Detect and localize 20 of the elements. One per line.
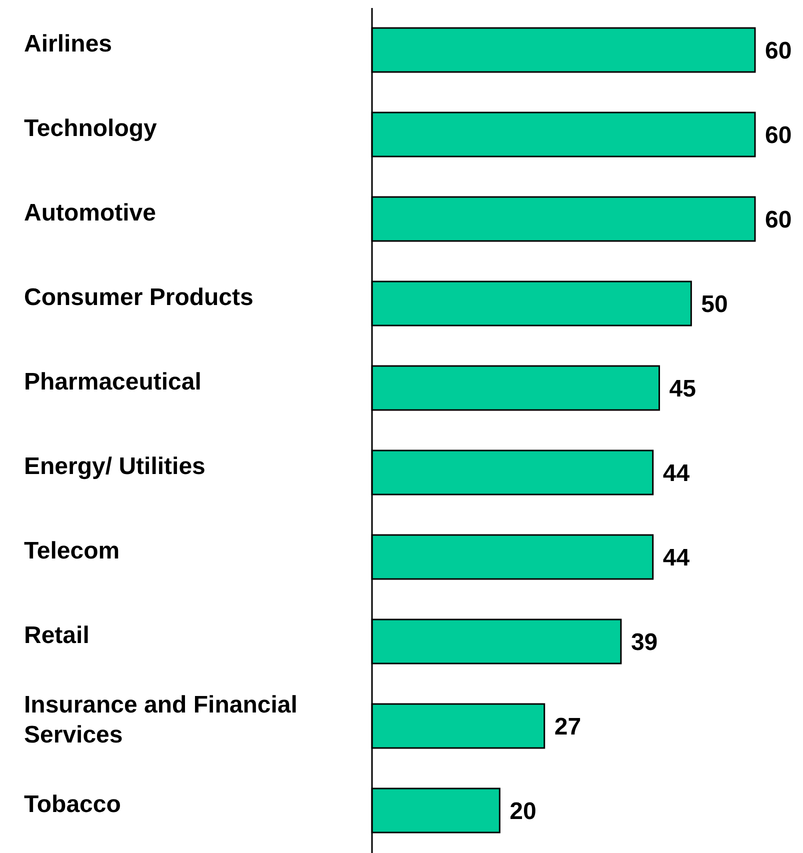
y-tick-label: Pharmaceutical (24, 368, 202, 396)
y-tick-label: Insurance and Financial Services (24, 692, 298, 749)
y-tick-label: Retail (24, 622, 90, 650)
data-label: 50 (701, 291, 728, 318)
data-label: 60 (765, 38, 792, 65)
y-tick-label: Tobacco (24, 791, 121, 818)
y-tick-label: Energy/ Utilities (24, 453, 206, 480)
data-label: 45 (669, 376, 696, 403)
y-tick-label: Automotive (24, 200, 156, 227)
data-label: 44 (662, 544, 690, 572)
data-label: 60 (765, 206, 792, 234)
data-label: 27 (554, 714, 582, 741)
y-tick-label: Consumer Products (24, 284, 254, 312)
data-label: 44 (662, 460, 690, 488)
y-tick-label: Technology (24, 115, 158, 142)
data-label: 20 (510, 798, 536, 826)
data-label: 39 (630, 629, 658, 656)
y-tick-label: Airlines (24, 30, 112, 58)
y-tick-label: Telecom (24, 538, 120, 565)
data-label: 60 (765, 122, 792, 150)
